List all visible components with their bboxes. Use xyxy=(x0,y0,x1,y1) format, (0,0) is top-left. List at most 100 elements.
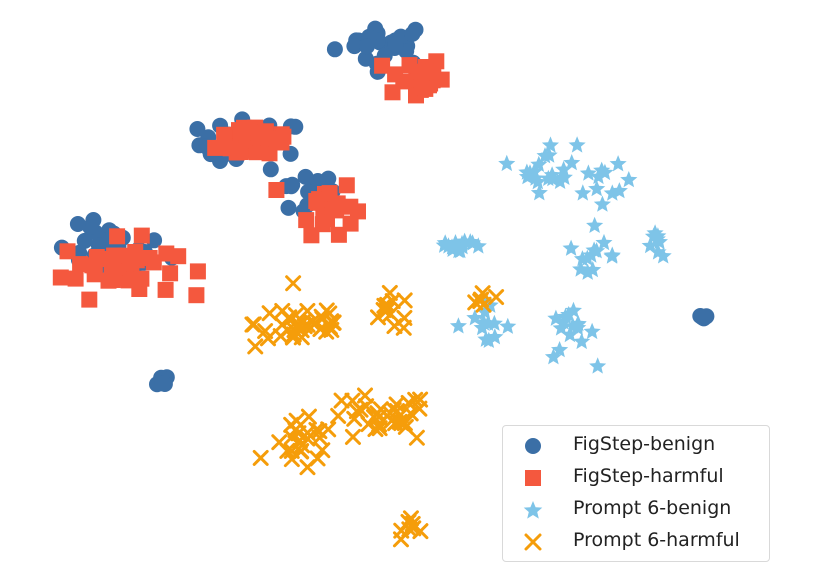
point-x xyxy=(360,416,377,433)
point-square xyxy=(72,256,89,273)
point-star xyxy=(556,307,574,325)
point-star xyxy=(610,182,628,199)
point-star xyxy=(563,154,581,171)
point-star xyxy=(588,180,606,197)
point-x xyxy=(314,442,331,459)
point-x xyxy=(375,302,392,319)
series-prompt-6-harmful xyxy=(244,275,505,548)
point-star xyxy=(485,314,503,331)
point-x xyxy=(408,429,425,446)
point-x xyxy=(348,403,365,420)
point-square xyxy=(417,64,434,80)
point-square xyxy=(189,263,206,280)
point-x xyxy=(299,302,316,319)
point-star xyxy=(654,247,672,264)
point-star xyxy=(562,239,580,256)
point-star xyxy=(436,234,454,251)
point-x xyxy=(330,407,347,424)
point-star xyxy=(589,167,607,185)
legend-item-prompt6-benign: Prompt 6-benign xyxy=(503,494,769,526)
point-circle xyxy=(346,38,363,55)
point-circle xyxy=(280,199,297,216)
point-star xyxy=(530,184,548,201)
point-circle xyxy=(698,308,715,325)
point-x xyxy=(467,294,484,311)
legend-label: FigStep-harmful xyxy=(573,465,724,487)
point-x xyxy=(488,289,505,306)
point-square xyxy=(387,66,404,83)
point-star xyxy=(547,309,565,326)
point-square xyxy=(250,129,267,146)
point-square xyxy=(413,79,430,96)
series-figstep-benign xyxy=(53,20,715,393)
point-x xyxy=(279,442,296,459)
point-circle xyxy=(189,121,206,137)
point-star xyxy=(609,155,627,172)
point-star xyxy=(584,261,602,278)
legend-item-figstep-harmful: FigStep-harmful xyxy=(503,462,769,494)
point-star xyxy=(449,317,467,334)
point-square xyxy=(342,215,359,232)
point-star xyxy=(585,241,603,258)
point-x xyxy=(272,328,289,345)
point-star xyxy=(498,154,516,172)
point-star xyxy=(586,216,604,233)
point-circle xyxy=(297,168,314,185)
point-star xyxy=(595,233,613,251)
point-star xyxy=(440,237,458,254)
point-star xyxy=(573,332,591,350)
point-x xyxy=(285,275,302,292)
legend: FigStep-benign FigStep-harmful Prompt 6-… xyxy=(502,425,770,562)
point-x xyxy=(283,451,300,468)
legend-label: FigStep-benign xyxy=(573,433,716,455)
series-prompt-6-benign xyxy=(435,136,672,374)
legend-marker-star xyxy=(523,501,543,519)
point-star xyxy=(451,241,469,259)
point-square xyxy=(232,126,249,143)
point-star xyxy=(474,313,492,330)
legend-item-prompt6-harmful: Prompt 6-harmful xyxy=(503,526,769,558)
point-star xyxy=(561,325,579,343)
point-square xyxy=(268,182,285,198)
point-star xyxy=(541,136,559,153)
point-star xyxy=(499,317,517,334)
point-x xyxy=(252,449,269,466)
point-star xyxy=(540,146,558,163)
point-square xyxy=(86,258,103,275)
point-x xyxy=(357,387,374,404)
legend-label: Prompt 6-benign xyxy=(573,497,732,519)
point-star xyxy=(572,260,590,277)
point-x xyxy=(323,313,340,330)
point-circle xyxy=(76,232,93,249)
point-circle xyxy=(82,219,99,235)
point-x xyxy=(404,515,421,532)
point-x xyxy=(395,319,412,336)
point-circle xyxy=(283,178,300,195)
point-square xyxy=(303,227,320,244)
point-star xyxy=(469,237,487,254)
point-square xyxy=(329,195,346,212)
point-x xyxy=(402,405,419,422)
point-star xyxy=(603,184,621,201)
point-star xyxy=(480,331,498,348)
point-square xyxy=(52,269,69,286)
point-square xyxy=(216,126,233,143)
point-square xyxy=(67,270,84,287)
point-star xyxy=(569,315,587,332)
point-star xyxy=(641,236,659,254)
point-square xyxy=(59,243,76,260)
point-star xyxy=(543,170,561,187)
point-square xyxy=(157,281,174,298)
point-star xyxy=(650,233,668,250)
point-star xyxy=(568,136,586,153)
points-layer xyxy=(52,20,715,548)
point-square xyxy=(338,177,355,194)
point-x xyxy=(244,316,261,333)
point-x xyxy=(352,401,369,418)
point-star xyxy=(603,246,621,263)
point-circle xyxy=(404,25,421,42)
point-x xyxy=(303,314,320,331)
point-square xyxy=(81,291,98,308)
point-square xyxy=(401,57,418,74)
